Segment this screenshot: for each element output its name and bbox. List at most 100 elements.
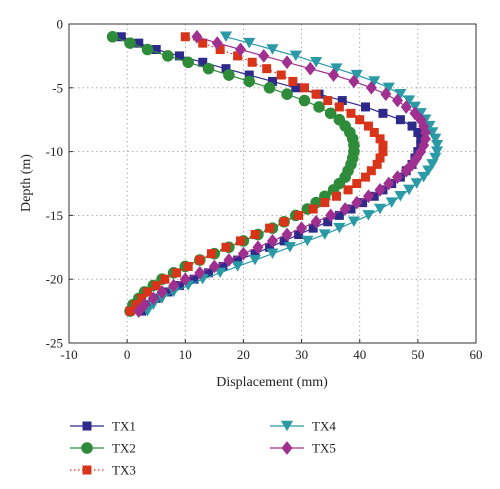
data-point-tx1: [369, 191, 379, 201]
data-point-tx1: [323, 217, 333, 227]
data-point-tx4: [362, 210, 375, 221]
data-point-tx5: [191, 29, 203, 44]
data-point-tx1: [151, 45, 161, 55]
data-point-tx3: [352, 179, 362, 188]
legend-label: TX5: [312, 441, 336, 456]
data-point-tx1: [189, 274, 199, 284]
data-point-tx5: [310, 214, 322, 229]
data-point-tx5: [400, 163, 412, 178]
data-point-tx1: [268, 76, 277, 86]
data-point-tx3: [363, 121, 373, 131]
data-point-tx1: [346, 204, 356, 214]
y-tick-label: 0: [57, 17, 64, 32]
data-point-tx1: [279, 236, 289, 246]
data-point-tx5: [339, 202, 351, 216]
legend-item-tx1: TX1: [70, 419, 136, 434]
data-point-tx3: [180, 32, 190, 42]
data-point-tx2: [124, 37, 136, 49]
data-point-tx5: [325, 208, 337, 223]
y-tick-label: -20: [46, 272, 63, 287]
data-point-tx2: [313, 101, 325, 113]
plot-frame: [68, 23, 477, 344]
y-tick-label: -5: [52, 80, 63, 95]
data-point-tx5: [296, 221, 308, 236]
x-tick-label: 30: [295, 347, 308, 362]
data-point-tx3: [183, 261, 193, 271]
data-point-tx1: [407, 121, 417, 131]
data-point-tx5: [252, 240, 264, 255]
data-point-tx3: [247, 57, 257, 67]
legend-item-tx4: TX4: [270, 419, 336, 434]
data-point-tx1: [198, 57, 208, 67]
legend-item-tx3: TX3: [70, 463, 136, 478]
data-point-tx4: [394, 88, 407, 100]
data-point-tx1: [116, 32, 126, 42]
data-point-tx2: [182, 56, 194, 69]
data-point-tx3: [233, 51, 243, 61]
data-point-tx3: [151, 281, 161, 291]
data-point-tx3: [276, 70, 286, 80]
data-point-tx4: [422, 165, 435, 176]
data-point-tx4: [410, 178, 423, 189]
data-point-tx1: [308, 223, 318, 233]
data-point-tx3: [198, 38, 208, 48]
data-point-tx4: [347, 216, 360, 228]
data-point-tx3: [346, 108, 356, 118]
data-point-tx3: [262, 64, 272, 74]
data-point-tx3: [279, 217, 289, 227]
data-point-tx5: [194, 265, 206, 280]
data-point-tx2: [281, 88, 293, 100]
data-point-tx4: [289, 50, 302, 62]
data-point-tx1: [395, 115, 405, 125]
data-point-tx4: [243, 37, 256, 49]
legend-item-tx2: TX2: [70, 441, 136, 456]
data-point-tx4: [249, 254, 262, 266]
data-point-tx3: [361, 172, 371, 182]
data-point-tx4: [368, 76, 381, 87]
data-point-tx4: [310, 57, 323, 68]
data-point-tx4: [417, 171, 430, 183]
data-point-tx5: [383, 176, 395, 191]
x-tick-label: 10: [179, 347, 192, 362]
data-point-tx1: [265, 242, 275, 252]
data-point-tx3: [375, 153, 385, 163]
data-point-tx1: [291, 83, 301, 93]
data-point-tx5: [304, 61, 316, 76]
data-point-tx4: [219, 31, 233, 42]
data-point-tx4: [318, 229, 331, 240]
data-point-tx3: [221, 242, 231, 252]
data-point-tx5: [147, 291, 159, 306]
x-tick-label: 40: [353, 347, 366, 362]
data-point-tx2: [162, 50, 174, 62]
x-tick-label: 50: [411, 347, 424, 362]
data-point-tx3: [320, 198, 330, 208]
x-axis-title: Displacement (mm): [216, 375, 328, 390]
data-point-tx5: [400, 100, 412, 114]
data-point-tx4: [374, 203, 387, 215]
data-point-tx5: [168, 278, 180, 293]
data-point-tx2: [106, 30, 119, 43]
data-point-tx1: [334, 210, 344, 220]
tick-labels: -10 0 10 20 30 40 50 60 0 -5 -10 -15 -20 -25: [46, 17, 483, 363]
data-point-tx5: [362, 189, 374, 204]
data-point-tx4: [426, 159, 439, 170]
data-point-tx3: [334, 102, 344, 112]
data-point-tx3: [206, 249, 216, 259]
data-point-tx1: [218, 261, 228, 271]
data-point-tx4: [301, 235, 314, 247]
data-point-tx2: [202, 62, 215, 75]
data-point-tx3: [299, 83, 309, 93]
data-point-tx2: [324, 107, 337, 120]
y-tick-label: -15: [46, 208, 63, 223]
legend: TX1 TX2 TX3 TX4 TX5: [70, 419, 336, 478]
data-point-tx5: [348, 74, 360, 89]
data-point-tx4: [430, 139, 444, 151]
data-point-tx3: [323, 96, 333, 106]
data-point-tx4: [231, 261, 244, 272]
data-point-tx5: [281, 55, 293, 70]
data-point-tx5: [211, 36, 223, 51]
data-point-tx3: [331, 191, 341, 201]
data-point-tx4: [266, 44, 279, 55]
legend-marker: [82, 465, 92, 475]
